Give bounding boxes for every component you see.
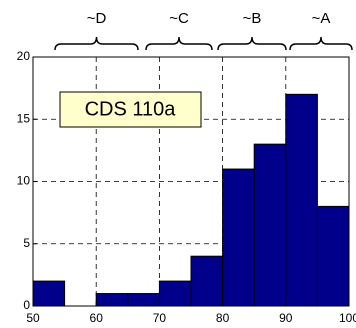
brace [217, 36, 287, 51]
bar [253, 143, 287, 307]
grade-label: ~C [169, 10, 189, 27]
bar [95, 293, 129, 307]
bar [222, 168, 255, 307]
annotation-box [59, 91, 202, 128]
brace [145, 36, 213, 51]
y-tick-label: 0 [23, 298, 30, 312]
bar [316, 205, 350, 307]
x-tick-label: 50 [26, 311, 40, 325]
grade-label: ~D [87, 10, 107, 27]
y-tick-label: 10 [17, 174, 31, 188]
annotation: CDS 110a [85, 98, 177, 120]
x-tick-label: 80 [216, 311, 230, 325]
y-tick-label: 20 [17, 49, 31, 63]
grade-label: ~B [243, 10, 262, 27]
bar [190, 255, 224, 307]
y-tick-label: 5 [23, 236, 30, 250]
grade-label: ~A [312, 10, 331, 27]
x-tick-label: 70 [153, 311, 167, 325]
brace [54, 36, 139, 51]
y-tick-label: 15 [17, 111, 31, 125]
x-tick-label: 100 [339, 311, 356, 325]
bar [127, 293, 160, 307]
bar [285, 93, 318, 307]
x-tick-label: 60 [90, 311, 104, 325]
bar [158, 280, 192, 307]
bar [32, 280, 66, 307]
x-tick-label: 90 [279, 311, 293, 325]
brace [289, 36, 353, 51]
